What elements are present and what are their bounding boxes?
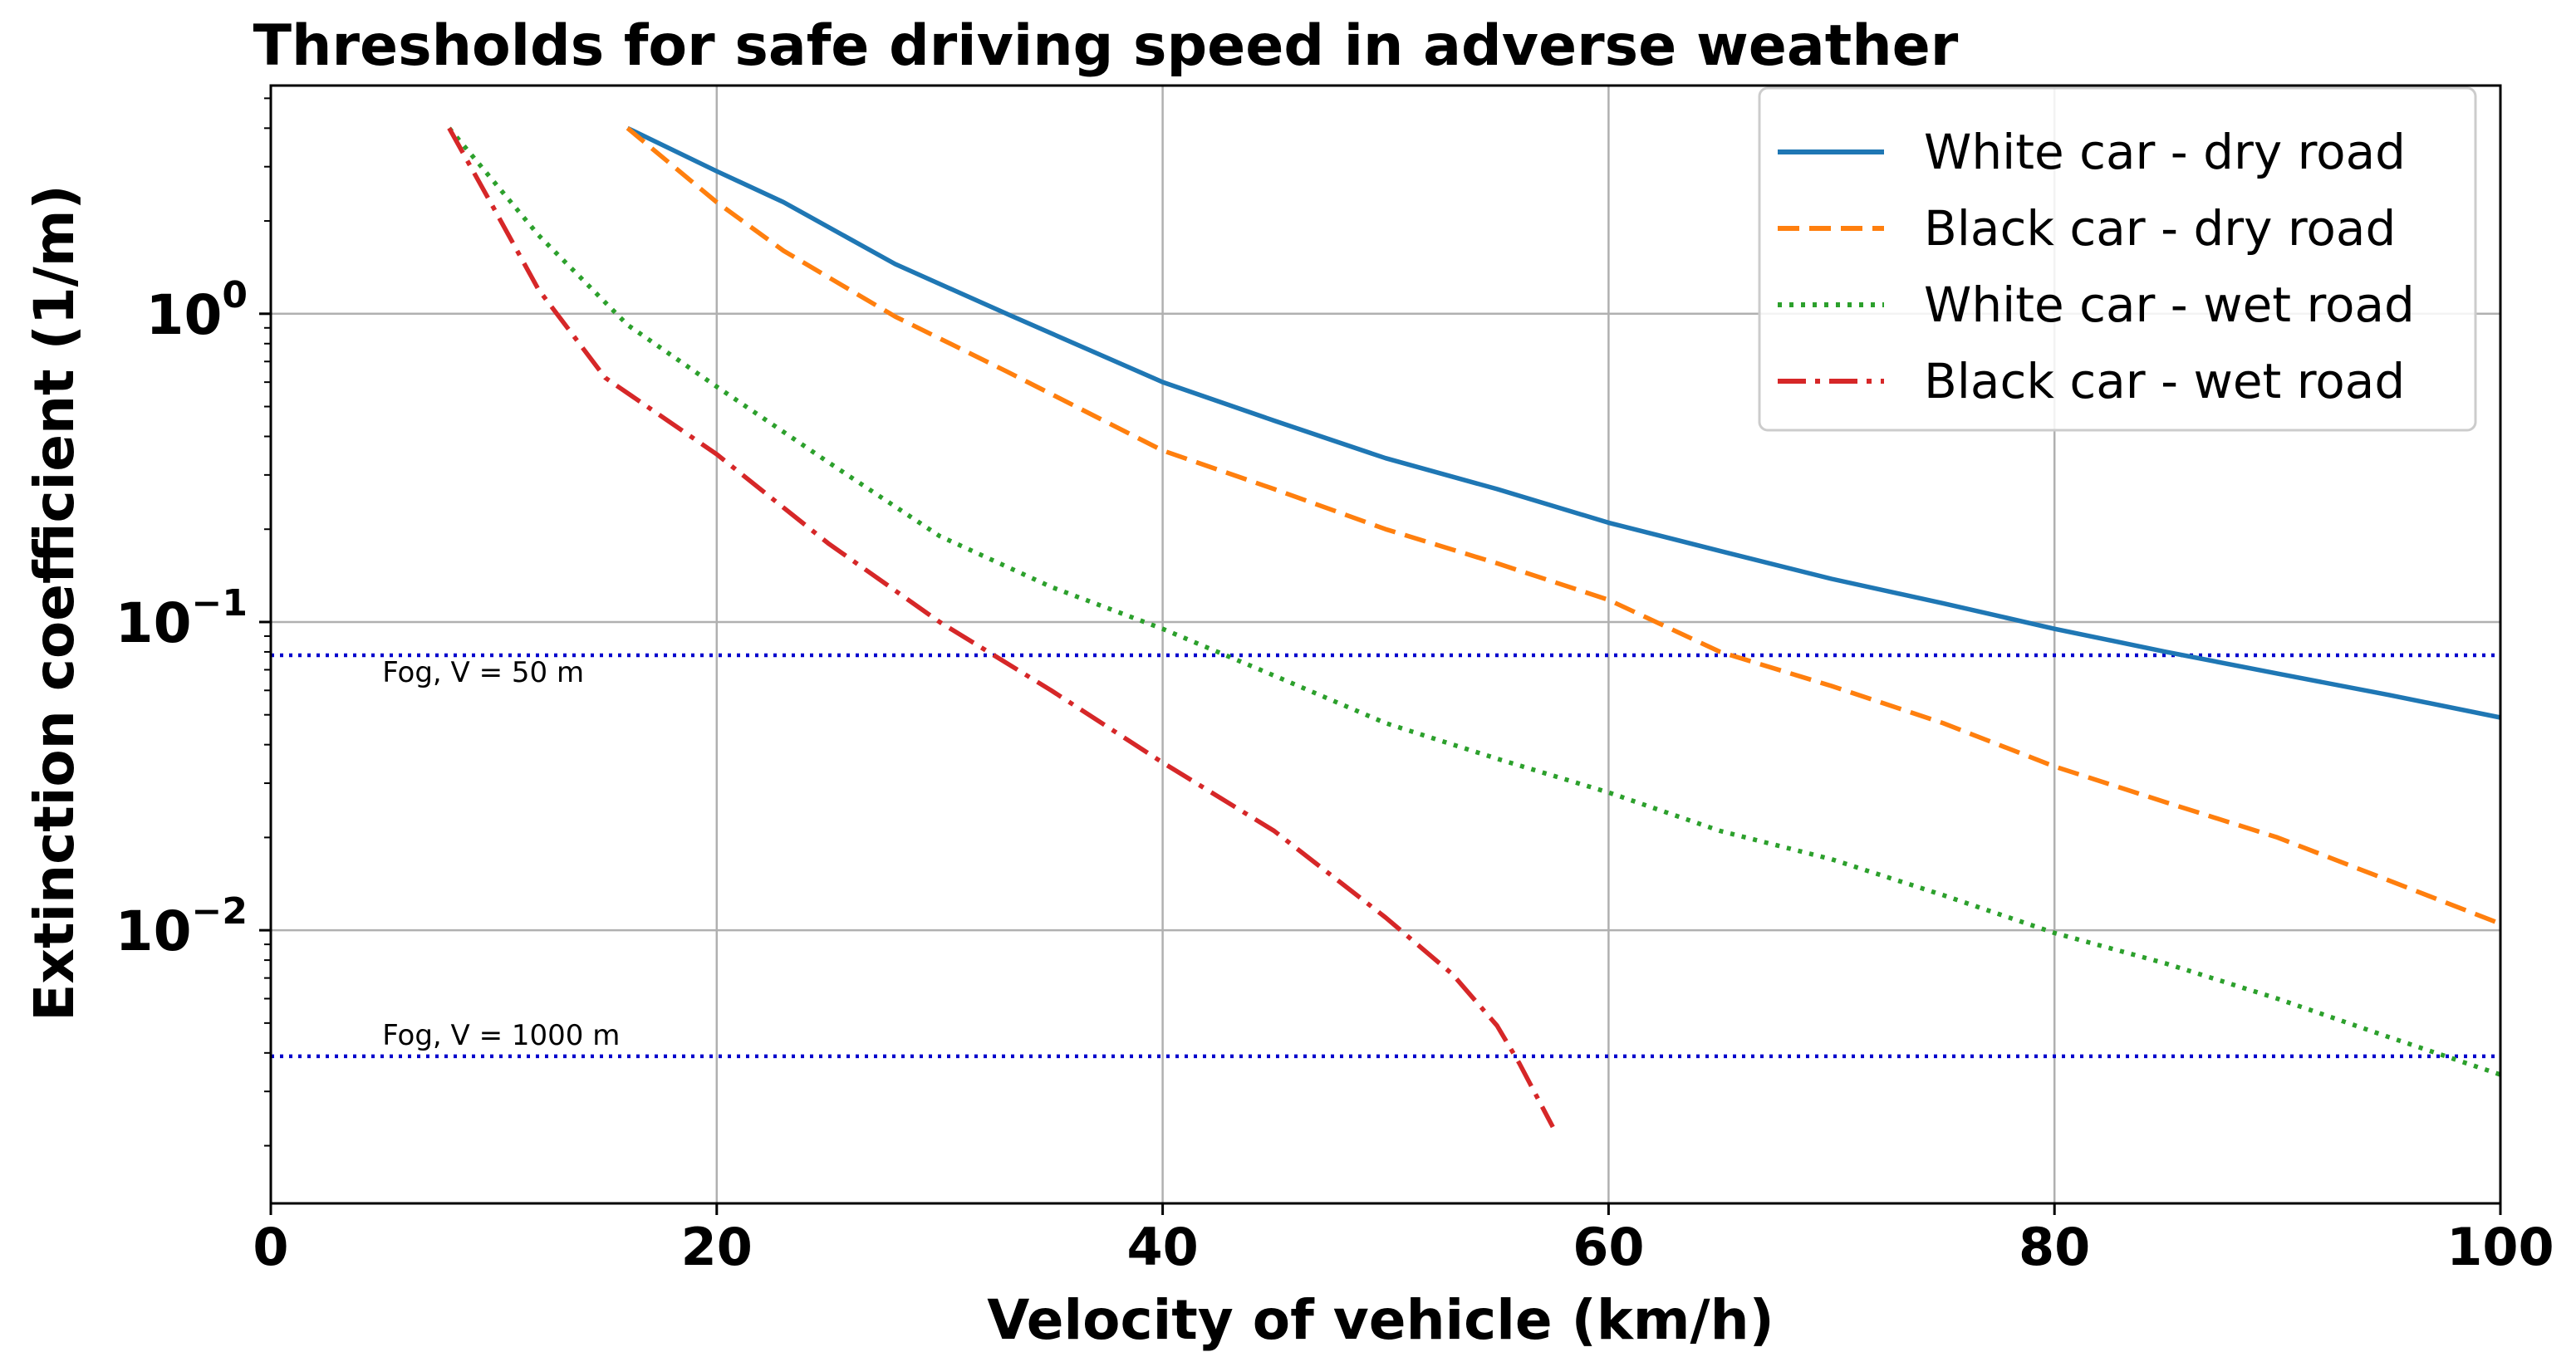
y-tick-label: 10−2 [115, 890, 248, 963]
x-tick-label: 80 [2019, 1217, 2090, 1277]
y-tick-label: 100 [146, 274, 248, 347]
x-axis-label: Velocity of vehicle (km/h) [987, 1288, 1774, 1352]
chart-title: Thresholds for safe driving speed in adv… [253, 13, 1959, 79]
y-axis-label: Extinction coefficient (1/m) [22, 184, 86, 1021]
legend-entry-label: White car - wet road [1924, 277, 2415, 333]
series-line-3 [447, 126, 1555, 1129]
x-tick-label: 40 [1126, 1217, 1198, 1277]
legend-entry-label: Black car - wet road [1924, 353, 2405, 409]
y-tick-label: 10−1 [115, 582, 248, 655]
series-line-0 [626, 125, 2501, 720]
legend-frame [1758, 86, 2477, 432]
ticks: 0 20 40 60 80 100 100 10−1 10−2 [115, 97, 2554, 1277]
fog-annotation: Fog, V = 50 m [382, 656, 584, 689]
legend-entry-label: Black car - dry road [1924, 200, 2396, 257]
legend-items: White car - dry road Black car - dry road… [1778, 124, 2415, 409]
x-tick-label: 100 [2446, 1217, 2554, 1277]
x-tick-label: 20 [681, 1217, 753, 1277]
reference-lines: Fog, V = 50 m Fog, V = 1000 m [271, 653, 2500, 1059]
series-line-2 [447, 126, 2501, 1077]
plot-frame [269, 84, 2502, 1205]
fog-annotation: Fog, V = 1000 m [382, 1019, 620, 1052]
x-tick-label: 60 [1573, 1217, 1644, 1277]
legend-entry-label: White car - dry road [1924, 124, 2406, 180]
series-layer [447, 125, 2501, 1129]
x-tick-label: 0 [253, 1217, 288, 1277]
legend: White car - dry road Black car - dry road… [1758, 86, 2477, 432]
series-line-1 [626, 126, 2501, 926]
